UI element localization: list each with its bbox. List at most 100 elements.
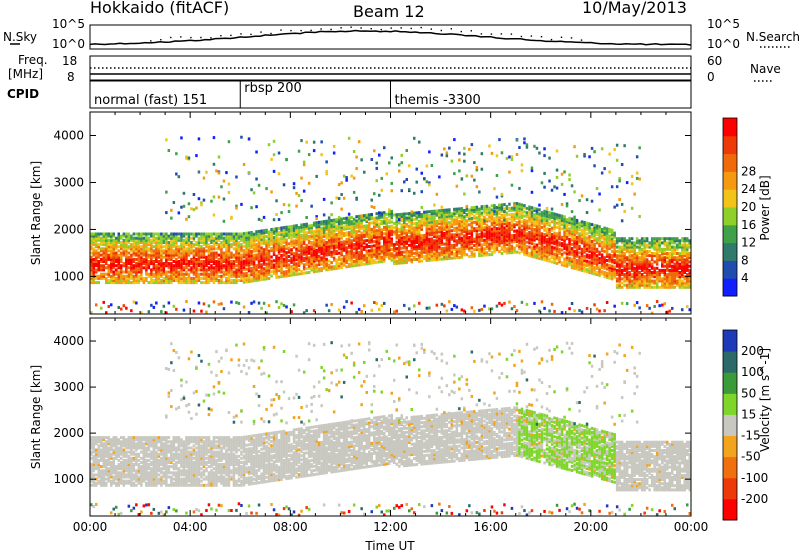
heatmap-cell — [172, 245, 176, 249]
heatmap-cell — [235, 247, 238, 251]
heatmap-cell — [290, 267, 293, 271]
heatmap-cell — [573, 218, 576, 222]
heatmap-cell — [222, 219, 226, 223]
heatmap-cell — [95, 253, 98, 257]
heatmap-cell — [212, 274, 216, 278]
heatmap-cell — [505, 234, 509, 238]
heatmap-cell — [312, 236, 316, 240]
heatmap-cell — [212, 136, 216, 140]
heatmap-cell — [342, 242, 346, 246]
heatmap-cell — [195, 274, 198, 278]
heatmap-cell — [625, 239, 629, 243]
heatmap-cell — [167, 301, 171, 305]
heatmap-cell — [125, 234, 128, 238]
heatmap-cell — [345, 242, 348, 246]
heatmap-cell — [473, 216, 476, 220]
heatmap-cell — [240, 274, 243, 278]
heatmap-cell — [448, 256, 451, 260]
heatmap-cell — [197, 238, 201, 242]
heatmap-cell — [242, 261, 246, 265]
heatmap-cell — [565, 237, 569, 241]
heatmap-cell — [172, 236, 176, 240]
heatmap-cell — [172, 268, 176, 272]
heatmap-cell — [212, 279, 216, 282]
heatmap-cell — [490, 208, 494, 212]
heatmap-cell — [260, 218, 263, 222]
heatmap-cell — [608, 259, 611, 263]
heatmap-cell — [445, 229, 449, 233]
heatmap-cell — [207, 236, 211, 240]
heatmap-cell — [600, 240, 604, 244]
heatmap-cell — [553, 227, 556, 231]
heatmap-cell — [403, 231, 406, 235]
heatmap-cell — [545, 233, 549, 237]
heatmap-cell — [192, 234, 196, 238]
heatmap-cell — [245, 244, 248, 248]
heatmap-cell — [538, 225, 541, 229]
heatmap-cell — [558, 224, 561, 228]
heatmap-cell — [615, 237, 619, 241]
heatmap-cell — [543, 256, 546, 260]
heatmap-cell — [405, 248, 408, 252]
heatmap-cell — [102, 255, 105, 259]
heatmap-cell — [202, 176, 206, 180]
heatmap-cell — [590, 246, 594, 250]
heatmap-cell — [105, 236, 108, 240]
heatmap-cell — [433, 224, 436, 228]
heatmap-cell — [368, 253, 371, 257]
heatmap-cell — [212, 251, 216, 255]
heatmap-cell — [122, 234, 126, 238]
heatmap-cell — [455, 209, 459, 213]
heatmap-cell — [150, 303, 153, 307]
heatmap-cell — [135, 270, 138, 274]
heatmap-cell — [430, 248, 434, 251]
heatmap-cell — [182, 308, 186, 312]
heatmap-cell — [493, 212, 496, 216]
heatmap-cell — [585, 238, 589, 242]
heatmap-cell — [270, 266, 273, 269]
heatmap-cell — [463, 253, 466, 257]
heatmap-cell — [405, 235, 408, 239]
heatmap-cell — [267, 234, 271, 238]
heatmap-cell — [227, 262, 231, 266]
heatmap-cell — [300, 248, 303, 252]
heatmap-cell — [538, 256, 541, 260]
heatmap-cell — [468, 236, 471, 239]
heatmap-cell — [300, 255, 303, 259]
heatmap-cell — [520, 233, 524, 236]
heatmap-cell — [370, 261, 373, 265]
heatmap-cell — [420, 246, 423, 250]
noise-dot — [230, 34, 232, 37]
heatmap-cell — [175, 266, 178, 270]
heatmap-cell — [390, 237, 393, 241]
heatmap-cell — [160, 268, 163, 272]
heatmap-cell — [458, 224, 461, 228]
heatmap-cell — [565, 249, 569, 253]
heatmap-cell — [533, 209, 536, 212]
heatmap-cell — [368, 240, 371, 244]
heatmap-cell — [237, 262, 241, 266]
heatmap-cell — [383, 257, 386, 261]
heatmap-cell — [120, 255, 123, 259]
heatmap-cell — [260, 257, 263, 260]
heatmap-cell — [210, 241, 213, 244]
heatmap-cell — [162, 276, 166, 280]
heatmap-cell — [350, 245, 353, 249]
heatmap-cell — [105, 260, 108, 263]
heatmap-cell — [227, 234, 231, 238]
heatmap-cell — [513, 238, 516, 242]
heatmap-cell — [355, 311, 358, 314]
heatmap-cell — [618, 285, 621, 289]
heatmap-cell — [282, 247, 286, 251]
heatmap-cell — [393, 260, 396, 263]
heatmap-cell — [232, 270, 236, 274]
heatmap-cell — [398, 251, 401, 255]
heatmap-cell — [292, 243, 296, 247]
heatmap-cell — [455, 252, 459, 255]
cpid-mode-label: normal (fast) 151 — [94, 93, 207, 108]
heatmap-cell — [518, 202, 521, 206]
heatmap-cell — [170, 281, 173, 285]
heatmap-cell — [440, 238, 444, 242]
heatmap-cell — [603, 256, 606, 260]
heatmap-cell — [175, 249, 178, 253]
